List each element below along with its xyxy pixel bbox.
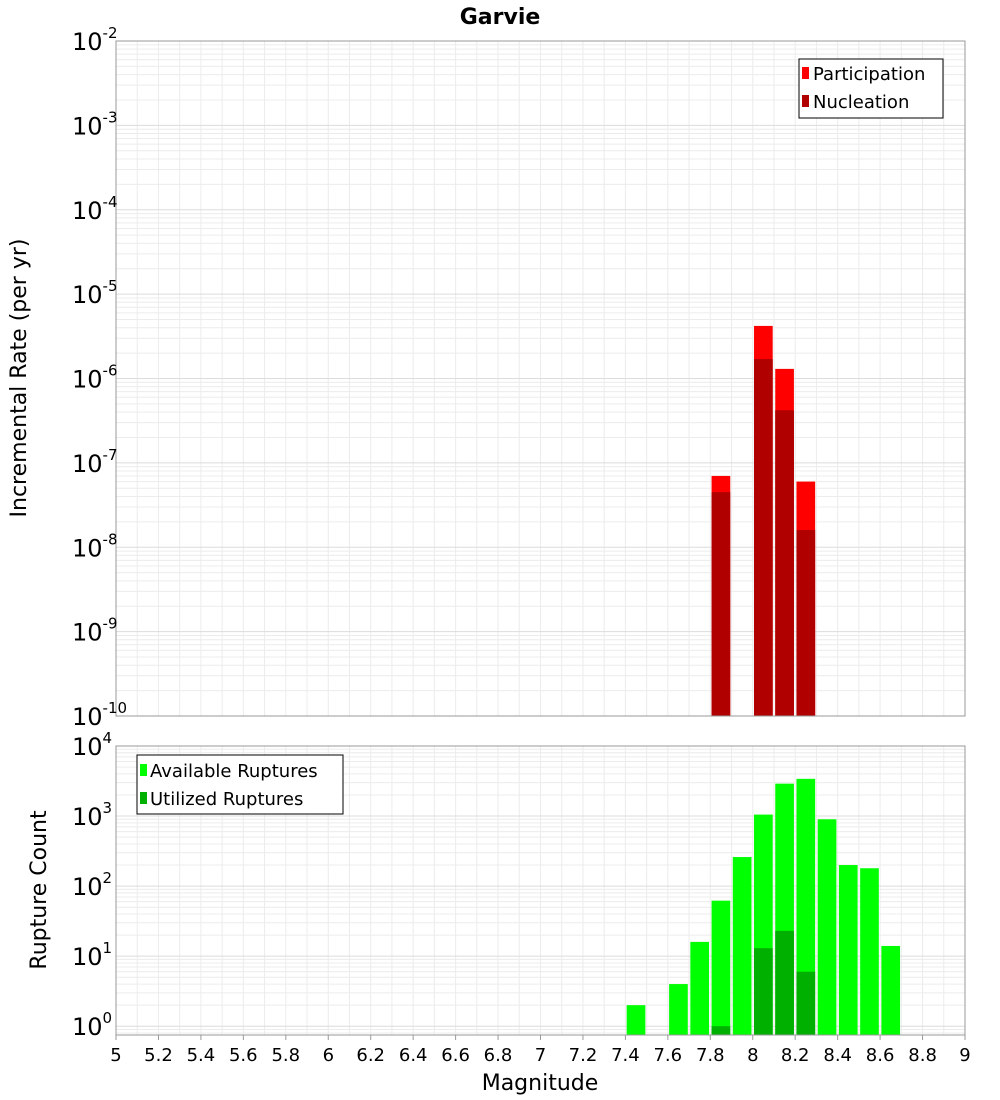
legend-swatch-participation <box>802 67 809 79</box>
top-y-tick-label: 10-9 <box>72 615 118 647</box>
x-tick-label: 5.2 <box>144 1045 173 1066</box>
top-bar-nucleation <box>796 530 816 716</box>
x-tick-label: 7.8 <box>696 1045 725 1066</box>
x-tick-label: 6.2 <box>356 1045 385 1066</box>
bottom-legend-box <box>136 754 344 815</box>
bottom-bar-available-ruptures <box>796 778 816 1035</box>
legend-label-utilized: Utilized Ruptures <box>150 789 303 810</box>
bottom-bar-available-ruptures <box>690 941 710 1035</box>
top-y-axis-label: Incremental Rate (per yr) <box>7 239 32 518</box>
x-tick-label: 6.8 <box>484 1045 513 1066</box>
bottom-y-tick-label: 101 <box>72 939 112 971</box>
chart-title: Garvie <box>460 5 541 30</box>
top-y-tick-label: 10-8 <box>72 530 118 562</box>
x-tick-label: 8.4 <box>823 1045 852 1066</box>
bottom-bar-utilized-ruptures <box>711 1026 731 1035</box>
x-tick-label: 6 <box>323 1045 334 1066</box>
legend-label-available: Available Ruptures <box>150 761 318 782</box>
x-tick-label: 5 <box>110 1045 121 1066</box>
bottom-y-tick-label: 100 <box>72 1009 112 1041</box>
top-y-tick-label: 10-2 <box>72 24 118 56</box>
legend-swatch-utilized <box>140 792 147 804</box>
x-tick-label: 7.6 <box>653 1045 682 1066</box>
top-y-tick-label: 10-10 <box>72 699 127 731</box>
bottom-bar-available-ruptures <box>817 819 837 1035</box>
x-tick-label: 9 <box>959 1045 970 1066</box>
x-tick-label: 7.2 <box>569 1045 598 1066</box>
top-bar-nucleation <box>711 492 731 716</box>
bottom-y-tick-label: 104 <box>72 729 112 761</box>
x-tick-label: 5.8 <box>271 1045 300 1066</box>
x-tick-label: 6.4 <box>399 1045 428 1066</box>
bottom-bar-available-ruptures <box>881 945 901 1035</box>
x-ticks: 5 5.2 5.4 5.6 5.8 6 6.2 6.4 6.6 6.8 7 7.2 7.4 7.6 7.8 8… <box>110 1035 971 1066</box>
top-y-tick-label: 10-4 <box>72 193 118 225</box>
bottom-y-tick-label: 102 <box>72 869 112 901</box>
bottom-y-ticks: 104 103 102 101 100 <box>72 729 112 1041</box>
legend-swatch-available <box>140 764 147 776</box>
bottom-bar-utilized-ruptures <box>796 971 816 1035</box>
x-tick-label: 5.6 <box>229 1045 258 1066</box>
x-tick-label: 8 <box>747 1045 758 1066</box>
bottom-bar-available-ruptures <box>838 865 858 1035</box>
top-y-tick-label: 10-6 <box>72 362 118 394</box>
top-panel: 10-2 10-3 10-4 10-5 10-6 10-7 10-8 10-9 10-10 In… <box>7 24 966 731</box>
bottom-bar-available-ruptures <box>711 900 731 1035</box>
top-y-ticks: 10-2 10-3 10-4 10-5 10-6 10-7 10-8 10-9 10-10 <box>72 24 127 731</box>
top-y-tick-label: 10-5 <box>72 277 118 309</box>
top-bar-nucleation <box>775 410 794 716</box>
x-tick-label: 5.4 <box>187 1045 216 1066</box>
top-grid <box>115 40 966 717</box>
x-tick-label: 6.6 <box>441 1045 470 1066</box>
top-y-tick-label: 10-7 <box>72 446 118 478</box>
bottom-bar-available-ruptures <box>669 984 688 1035</box>
bottom-bars <box>626 778 901 1035</box>
legend-swatch-nucleation <box>802 95 809 107</box>
top-plot-border <box>115 40 966 717</box>
x-tick-label: 7 <box>535 1045 546 1066</box>
bottom-y-tick-label: 103 <box>72 799 112 831</box>
bottom-y-axis-label: Rupture Count <box>27 810 52 970</box>
bottom-bar-available-ruptures <box>732 857 752 1035</box>
bottom-panel: 104 103 102 101 100 Rupture Count Available … <box>27 729 966 1041</box>
top-legend: Participation Nucleation <box>798 58 944 119</box>
legend-label-nucleation: Nucleation <box>813 92 909 113</box>
bottom-legend: Available Ruptures Utilized Ruptures <box>136 754 344 815</box>
x-tick-label: 7.4 <box>611 1045 640 1066</box>
bottom-bar-utilized-ruptures <box>754 948 773 1035</box>
legend-label-participation: Participation <box>813 64 925 85</box>
top-bars <box>711 325 816 716</box>
top-bar-nucleation <box>754 359 773 716</box>
bottom-bar-utilized-ruptures <box>775 930 794 1035</box>
top-legend-box <box>798 58 944 119</box>
bottom-bar-available-ruptures <box>626 1005 646 1035</box>
bottom-bar-available-ruptures <box>860 868 879 1035</box>
x-axis-label: Magnitude <box>482 1071 599 1096</box>
top-y-tick-label: 10-3 <box>72 108 118 140</box>
x-tick-label: 8.6 <box>866 1045 895 1066</box>
x-tick-label: 8.8 <box>908 1045 937 1066</box>
x-tick-label: 8.2 <box>781 1045 810 1066</box>
